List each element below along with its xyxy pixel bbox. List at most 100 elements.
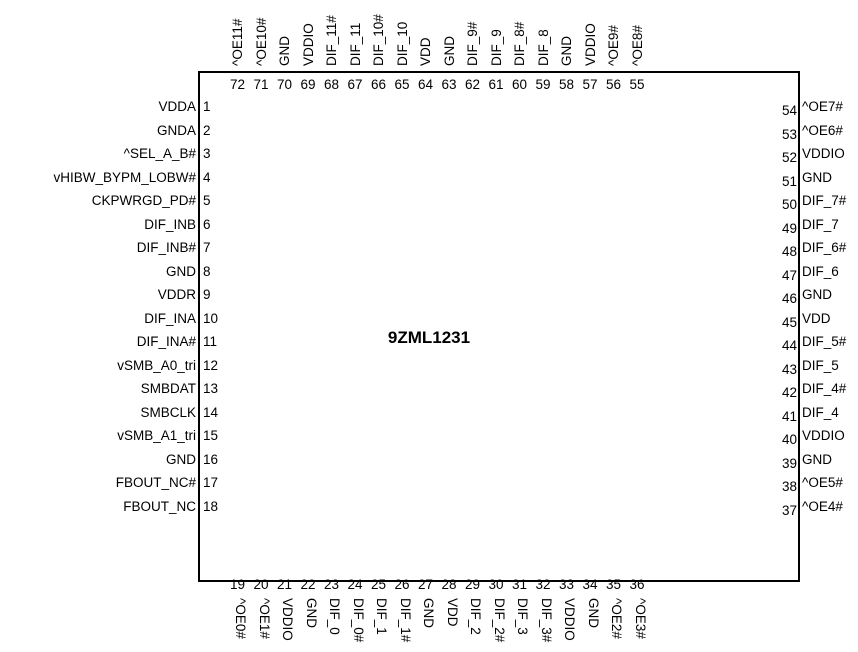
left-pin-name: GND bbox=[166, 451, 196, 467]
bottom-pin-name: VDDIO bbox=[280, 598, 295, 641]
left-pin-name: VDDA bbox=[158, 99, 196, 114]
right-pin-name: ^OE6# bbox=[802, 122, 843, 138]
bottom-pin-number: 35 bbox=[606, 577, 622, 592]
top-pin-number: 61 bbox=[488, 77, 504, 92]
right-pin-number: 52 bbox=[781, 150, 797, 165]
top-pin-name: DIF_8 bbox=[535, 29, 551, 66]
chip-name-label: 9ZML1231 bbox=[387, 328, 471, 347]
right-pin-name: DIF_5 bbox=[802, 357, 839, 373]
bottom-pin-name: ^OE2# bbox=[609, 598, 624, 639]
right-pin-name: DIF_7# bbox=[802, 193, 847, 208]
right-pin-name: VDD bbox=[802, 310, 831, 326]
top-pin-name: DIF_11 bbox=[347, 22, 363, 66]
bottom-pin-name: GND bbox=[421, 598, 436, 628]
right-pin-number: 47 bbox=[781, 267, 797, 283]
bottom-pin-number: 19 bbox=[230, 577, 246, 592]
bottom-pin-number: 34 bbox=[582, 577, 598, 592]
bottom-pin-name: DIF_0# bbox=[350, 598, 366, 643]
left-pin-name: ^SEL_A_B# bbox=[123, 146, 196, 161]
top-pin-number: 58 bbox=[559, 77, 575, 92]
bottom-pin-name: ^OE0# bbox=[233, 598, 248, 639]
bottom-pin-name: GND bbox=[585, 598, 601, 628]
bottom-pin-number: 28 bbox=[441, 577, 457, 592]
left-pin-name: DIF_INA bbox=[144, 310, 196, 326]
top-pin-name: ^OE9# bbox=[606, 25, 621, 66]
bottom-pin-name: DIF_0 bbox=[327, 598, 342, 635]
bottom-pin-number: 36 bbox=[629, 577, 645, 592]
bottom-pin-number: 31 bbox=[512, 577, 528, 592]
right-pin-number: 53 bbox=[781, 126, 797, 142]
right-pin-number: 37 bbox=[781, 502, 797, 518]
chip-package-outline bbox=[198, 71, 800, 582]
bottom-pin-name: VDDIO bbox=[562, 598, 577, 641]
top-pin-number: 67 bbox=[347, 77, 363, 92]
right-pin-number: 54 bbox=[781, 103, 797, 118]
bottom-pin-name: DIF_3 bbox=[515, 598, 530, 635]
right-pin-name: DIF_6# bbox=[802, 240, 847, 255]
bottom-pin-number: 24 bbox=[347, 577, 363, 592]
left-pin-name: DIF_INA# bbox=[136, 334, 196, 349]
top-pin-number: 70 bbox=[277, 77, 293, 92]
left-pin-number: 15 bbox=[203, 428, 219, 443]
left-pin-name: GNDA bbox=[156, 122, 196, 138]
top-pin-number: 62 bbox=[465, 77, 481, 92]
left-pin-name: CKPWRGD_PD# bbox=[91, 193, 196, 208]
right-pin-number: 44 bbox=[781, 338, 797, 353]
left-pin-number: 6 bbox=[203, 216, 211, 232]
top-pin-name: DIF_9 bbox=[488, 29, 504, 66]
top-pin-name: VDDIO bbox=[300, 23, 316, 66]
top-pin-number: 65 bbox=[394, 77, 410, 92]
bottom-pin-name: DIF_2# bbox=[491, 598, 507, 643]
top-pin-name: ^OE8# bbox=[629, 25, 645, 66]
right-pin-name: ^OE5# bbox=[802, 475, 843, 490]
right-pin-name: DIF_6 bbox=[802, 263, 839, 279]
right-pin-name: DIF_4 bbox=[802, 404, 839, 420]
top-pin-name: GND bbox=[559, 36, 574, 66]
right-pin-name: VDDIO bbox=[802, 428, 845, 443]
left-pin-number: 1 bbox=[203, 99, 211, 114]
right-pin-name: GND bbox=[802, 169, 832, 185]
left-pin-name: vHIBW_BYPM_LOBW# bbox=[53, 169, 196, 185]
right-pin-name: DIF_7 bbox=[802, 216, 839, 232]
top-pin-name: GND bbox=[277, 36, 292, 66]
left-pin-number: 7 bbox=[203, 240, 211, 255]
right-pin-number: 43 bbox=[781, 361, 797, 377]
bottom-pin-number: 29 bbox=[465, 577, 481, 592]
top-pin-name: ^OE11# bbox=[230, 18, 245, 66]
top-pin-number: 72 bbox=[230, 77, 246, 92]
left-pin-number: 10 bbox=[203, 310, 219, 326]
top-pin-number: 57 bbox=[582, 77, 598, 92]
right-pin-name: DIF_5# bbox=[802, 334, 847, 349]
right-pin-name: DIF_4# bbox=[802, 381, 847, 396]
left-pin-name: vSMB_A1_tri bbox=[117, 428, 196, 443]
left-pin-number: 16 bbox=[203, 451, 219, 467]
right-pin-number: 41 bbox=[781, 408, 797, 424]
top-pin-name: VDD bbox=[418, 37, 433, 66]
right-pin-number: 46 bbox=[781, 291, 797, 306]
left-pin-number: 5 bbox=[203, 193, 211, 208]
bottom-pin-name: DIF_3# bbox=[538, 598, 554, 643]
bottom-pin-number: 25 bbox=[371, 577, 387, 592]
bottom-pin-number: 32 bbox=[535, 577, 551, 592]
right-pin-number: 38 bbox=[781, 479, 797, 494]
left-pin-name: SMBDAT bbox=[140, 381, 196, 396]
bottom-pin-number: 30 bbox=[488, 577, 504, 592]
bottom-pin-name: DIF_1# bbox=[397, 598, 413, 643]
right-pin-name: ^OE4# bbox=[802, 498, 843, 514]
top-pin-number: 63 bbox=[441, 77, 457, 92]
left-pin-name: SMBCLK bbox=[140, 404, 196, 420]
left-pin-name: FBOUT_NC# bbox=[115, 475, 196, 490]
right-pin-number: 49 bbox=[781, 220, 797, 236]
bottom-pin-name: ^OE3# bbox=[632, 598, 648, 639]
left-pin-number: 3 bbox=[203, 146, 211, 161]
top-pin-number: 64 bbox=[418, 77, 434, 92]
left-pin-name: FBOUT_NC bbox=[123, 498, 196, 514]
bottom-pin-number: 20 bbox=[253, 577, 269, 592]
left-pin-number: 4 bbox=[203, 169, 211, 185]
bottom-pin-name: DIF_1 bbox=[374, 598, 389, 635]
bottom-pin-number: 33 bbox=[559, 577, 575, 592]
bottom-pin-number: 27 bbox=[418, 577, 434, 592]
right-pin-name: GND bbox=[802, 451, 832, 467]
top-pin-number: 56 bbox=[606, 77, 622, 92]
right-pin-number: 45 bbox=[781, 314, 797, 330]
